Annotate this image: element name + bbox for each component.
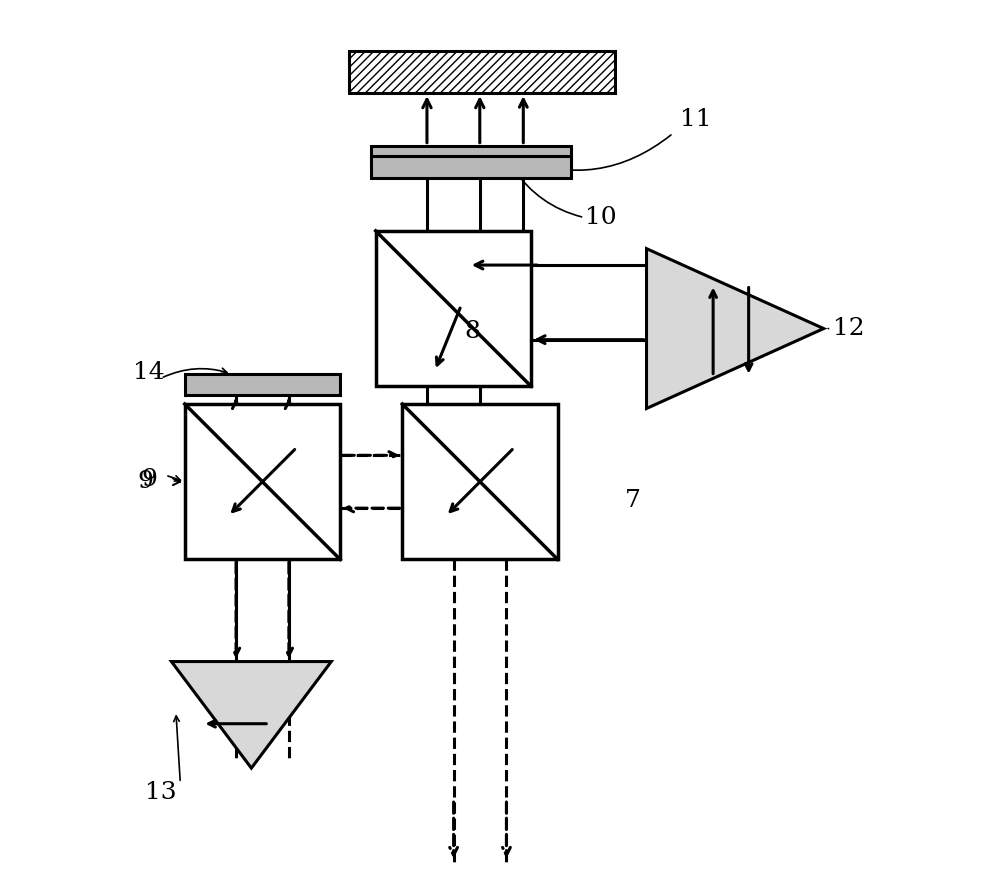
Text: 12: 12	[833, 317, 865, 340]
Bar	[371, 156, 571, 178]
Text: 9: 9	[138, 471, 154, 493]
Polygon shape	[171, 662, 331, 768]
Text: 10: 10	[585, 206, 616, 229]
Text: 11: 11	[680, 108, 711, 131]
Polygon shape	[647, 249, 824, 408]
Bar	[371, 146, 571, 167]
Bar	[185, 404, 340, 559]
Text: 7: 7	[625, 489, 641, 511]
Text: 9: 9	[141, 468, 157, 491]
Text: 14: 14	[133, 361, 165, 385]
Bar	[376, 231, 531, 386]
Bar	[402, 404, 558, 559]
Bar	[349, 51, 615, 93]
Text: 13: 13	[145, 781, 177, 804]
Text: 8: 8	[464, 321, 480, 344]
Bar	[185, 374, 340, 395]
